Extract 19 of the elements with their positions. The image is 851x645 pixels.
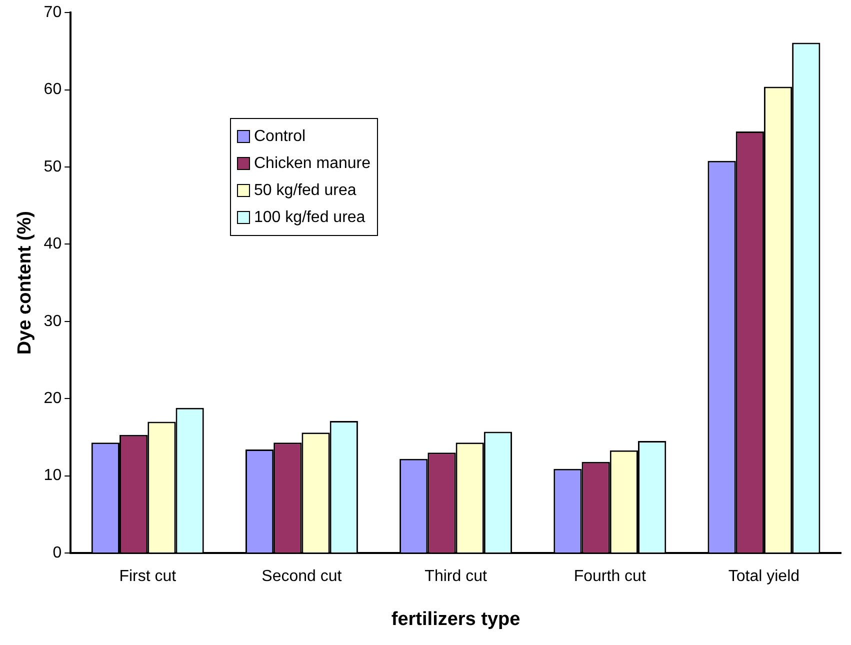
y-tick-label: 0: [52, 544, 62, 562]
y-tick-label: 40: [44, 236, 62, 253]
y-tick-label: 50: [44, 158, 62, 176]
legend-label: 50 kg/fed urea: [254, 182, 356, 200]
x-tick-label: Second cut: [262, 568, 342, 586]
x-tick-label: Third cut: [424, 568, 488, 586]
y-tick-label: 60: [44, 81, 62, 98]
y-tick-label: 10: [44, 467, 62, 484]
legend-label: Control: [254, 128, 306, 146]
y-axis-title: Dye content (%): [14, 211, 36, 355]
x-tick-label: First cut: [119, 568, 177, 586]
x-tick-label: Fourth cut: [574, 568, 646, 586]
x-axis-title: fertilizers type: [391, 608, 520, 630]
legend-label: Chicken manure: [254, 154, 370, 172]
y-tick-label: 30: [44, 312, 62, 330]
y-tick-label: 20: [44, 390, 62, 408]
x-tick-label: Total yield: [728, 568, 800, 586]
y-tick-label: 70: [44, 4, 62, 22]
legend-label: 100 kg/fed urea: [254, 208, 366, 226]
